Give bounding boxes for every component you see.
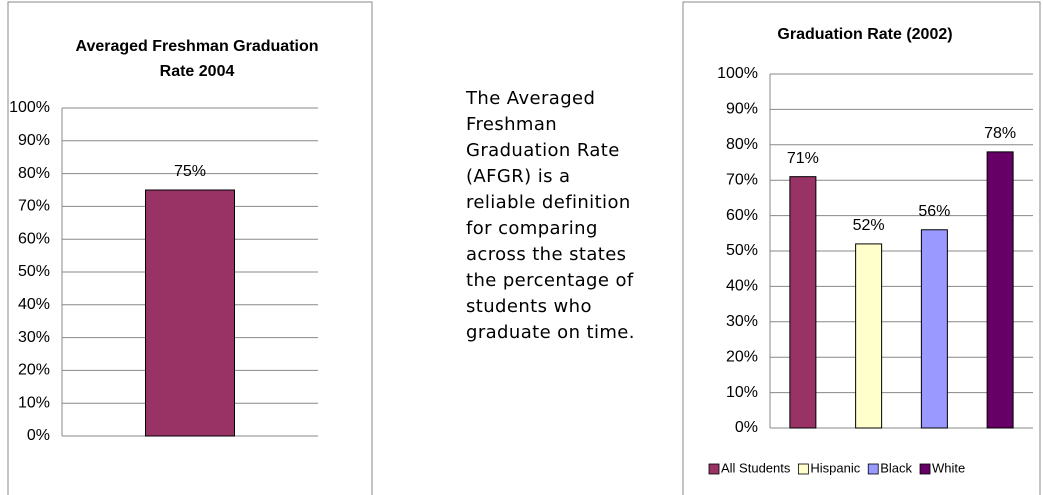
y-tick-label: 90% xyxy=(726,101,758,118)
y-tick-label: 80% xyxy=(18,165,50,182)
y-tick-label: 60% xyxy=(18,230,50,247)
y-tick-label: 20% xyxy=(18,362,50,379)
legend-swatch xyxy=(797,463,809,475)
y-tick-label: 70% xyxy=(18,198,50,215)
bar xyxy=(789,176,817,429)
y-tick-label: 60% xyxy=(726,207,758,224)
bar xyxy=(855,243,883,429)
legend-label: Black xyxy=(880,460,912,475)
y-tick-label: 10% xyxy=(726,384,758,401)
y-tick-label: 100% xyxy=(717,65,758,82)
y-tick-label: 0% xyxy=(735,419,758,436)
chart-frame xyxy=(7,1,373,495)
y-tick-label: 50% xyxy=(18,263,50,280)
y-tick-label: 30% xyxy=(18,329,50,346)
y-tick-label: 40% xyxy=(18,296,50,313)
chart-frame xyxy=(682,1,1041,495)
legend-label: All Students xyxy=(721,460,791,475)
y-tick-label: 30% xyxy=(726,313,758,330)
legend-swatch xyxy=(867,463,879,475)
value-label: 56% xyxy=(918,203,950,220)
y-tick-label: 50% xyxy=(726,242,758,259)
value-label: 78% xyxy=(984,125,1016,142)
y-tick-label: 90% xyxy=(18,132,50,149)
description: The Averaged Freshman Graduation Rate (A… xyxy=(466,88,635,343)
chart-title: Graduation Rate (2002) xyxy=(777,26,953,43)
legend-swatch xyxy=(708,463,720,475)
y-tick-label: 0% xyxy=(27,427,50,444)
y-tick-label: 40% xyxy=(726,278,758,295)
y-tick-label: 70% xyxy=(726,171,758,188)
y-tick-label: 100% xyxy=(9,99,50,116)
legend-label: Hispanic xyxy=(810,460,860,475)
chart-title: Averaged Freshman Graduation Rate 2004 xyxy=(75,38,319,80)
y-tick-label: 10% xyxy=(18,394,50,411)
y-tick-label: 20% xyxy=(726,348,758,365)
value-label: 75% xyxy=(174,163,206,180)
legend-swatch xyxy=(919,463,931,475)
bar xyxy=(986,151,1014,429)
value-label: 52% xyxy=(853,217,885,234)
bar xyxy=(920,229,948,429)
y-tick-label: 80% xyxy=(726,136,758,153)
bar xyxy=(145,189,235,437)
value-label: 71% xyxy=(787,150,819,167)
legend-label: White xyxy=(932,460,965,475)
